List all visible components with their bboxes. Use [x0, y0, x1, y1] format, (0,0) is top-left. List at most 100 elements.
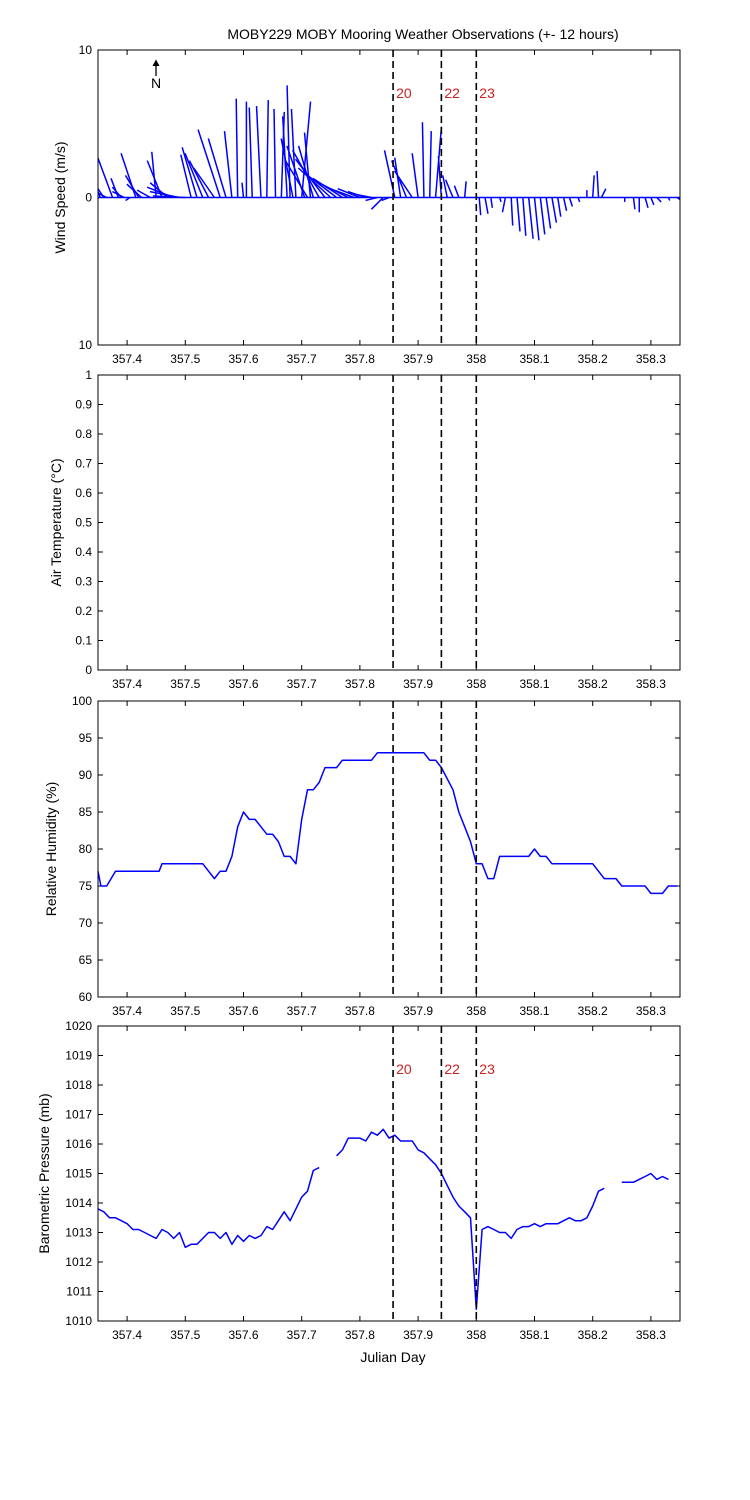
wind-stick: [125, 196, 131, 202]
wind-stick: [235, 98, 239, 198]
wind-stick: [442, 175, 448, 198]
wind-stick: [596, 170, 600, 198]
wind-stick: [241, 182, 245, 198]
y-tick-label: 0.1: [75, 634, 92, 648]
y-tick-label: 70: [79, 916, 93, 930]
wind-stick: [337, 187, 361, 199]
wind-stick: [393, 170, 413, 198]
figure-title: MOBY229 MOBY Mooring Weather Observation…: [227, 26, 618, 42]
wind-stick: [568, 197, 574, 207]
wind-stick: [98, 157, 114, 198]
wind-stick: [248, 107, 253, 198]
y-tick-label: 1014: [65, 1196, 92, 1210]
series-line: [98, 1166, 320, 1249]
event-label: 23: [479, 1061, 495, 1077]
wind-stick: [676, 196, 680, 201]
wind-stick: [280, 138, 294, 198]
wind-stick: [197, 129, 221, 198]
wind-stick: [437, 156, 443, 198]
y-tick-label: 0: [85, 191, 92, 205]
wind-stick: [522, 197, 527, 236]
x-tick-label: 358.3: [636, 1328, 666, 1342]
plot-area: [98, 85, 680, 241]
x-tick-label: 357.4: [112, 1004, 142, 1018]
wind-stick: [539, 197, 546, 235]
series-line: [621, 1172, 669, 1184]
x-tick-label: 357.9: [403, 352, 433, 366]
wind-stick: [124, 174, 140, 198]
wind-stick: [98, 189, 102, 198]
x-tick-label: 357.5: [170, 352, 200, 366]
x-axis-label: Julian Day: [360, 1349, 425, 1365]
x-tick-label: 358: [466, 1328, 486, 1342]
x-tick-label: 357.8: [345, 1328, 375, 1342]
wind-stick: [444, 179, 454, 198]
wind-stick: [490, 197, 494, 208]
wind-speed-panel: 357.4 357.5 357.6 357.7 357.8 357.9 358 358.1 35…: [52, 43, 681, 366]
x-tick-label: 358.2: [578, 352, 608, 366]
y-tick-label: 1: [85, 368, 92, 382]
wind-stick: [325, 186, 355, 199]
x-tick-label: 357.6: [228, 1328, 258, 1342]
y-axis-label: Air Temperature (°C): [48, 458, 64, 586]
y-tick-label: 1011: [66, 1285, 92, 1299]
x-tick-label: 358.2: [578, 677, 608, 691]
series-line: [98, 752, 678, 895]
wind-stick: [516, 197, 521, 232]
x-tick-label: 357.6: [228, 352, 258, 366]
wind-stick: [184, 152, 204, 198]
x-tick-label: 357.7: [287, 1004, 317, 1018]
wind-stick: [411, 153, 419, 198]
axes-frame: [97, 700, 681, 998]
y-axis-label: Barometric Pressure (mb): [36, 1093, 52, 1253]
wind-stick: [284, 160, 309, 198]
wind-stick: [656, 196, 662, 203]
x-tick-label: 358: [466, 1004, 486, 1018]
x-tick-label: 357.6: [228, 1004, 258, 1018]
wind-stick: [365, 196, 378, 202]
wind-stick: [136, 189, 151, 199]
x-tick-label: 357.8: [345, 352, 375, 366]
y-tick-label: 1013: [65, 1226, 92, 1240]
y-tick-label: 1017: [65, 1108, 92, 1122]
wind-stick: [112, 190, 125, 199]
x-tick-label: 357.6: [228, 677, 258, 691]
y-tick-label: 1019: [65, 1049, 92, 1063]
event-label: 23: [479, 85, 495, 101]
barometric-pressure-panel: 357.4 357.5 357.6 357.7 357.8 357.9 358 358.1 35…: [36, 1019, 681, 1342]
wind-stick: [297, 167, 332, 199]
wind-stick: [266, 100, 270, 198]
x-tick-label: 357.9: [403, 1328, 433, 1342]
y-tick-label: 0.9: [75, 398, 92, 412]
y-tick-label: 0.8: [75, 427, 92, 441]
wind-stick: [181, 147, 198, 198]
wind-stick: [305, 173, 338, 199]
y-tick-label: 1016: [65, 1137, 92, 1151]
x-tick-label: 357.5: [170, 1328, 200, 1342]
wind-stick: [207, 138, 227, 198]
y-tick-label: 1012: [65, 1255, 92, 1269]
y-tick-label: 10: [79, 43, 93, 57]
x-tick-label: 357.7: [287, 352, 317, 366]
wind-stick: [644, 197, 649, 209]
axes-frame: [97, 1025, 681, 1322]
x-tick-label: 357.4: [112, 352, 142, 366]
y-tick-label: 0.7: [75, 457, 92, 471]
wind-stick: [188, 160, 210, 198]
y-tick-label: 1010: [65, 1314, 92, 1328]
y-tick-label: 65: [79, 953, 93, 967]
x-tick-label: 357.9: [403, 1004, 433, 1018]
wind-stick: [591, 175, 595, 198]
wind-stick: [510, 197, 514, 226]
wind-stick: [478, 197, 482, 216]
x-tick-label: 357.7: [287, 677, 317, 691]
x-tick-label: 358.1: [519, 1328, 549, 1342]
x-tick-label: 358.1: [519, 1004, 549, 1018]
y-tick-label: 10: [79, 338, 93, 352]
y-tick-label: 0.2: [75, 604, 92, 618]
plot-area: [98, 752, 678, 895]
wind-stick: [453, 185, 460, 198]
wind-stick: [255, 106, 262, 198]
y-axis-label: Relative Humidity (%): [43, 782, 59, 917]
